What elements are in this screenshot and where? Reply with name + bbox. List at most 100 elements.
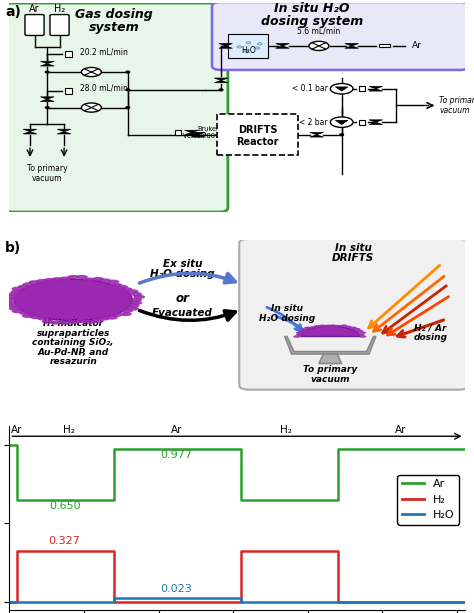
H₂ — [14, 598, 20, 606]
Circle shape — [340, 324, 347, 327]
Text: DRIFTS: DRIFTS — [238, 125, 277, 135]
Circle shape — [237, 46, 242, 48]
Text: dosing: dosing — [413, 333, 447, 343]
H₂O — [111, 598, 117, 606]
Text: Ar: Ar — [29, 4, 40, 15]
Polygon shape — [57, 132, 71, 134]
Polygon shape — [345, 46, 358, 48]
Ar — [111, 445, 117, 452]
Circle shape — [304, 327, 311, 329]
Circle shape — [255, 47, 260, 49]
Circle shape — [345, 326, 352, 328]
Circle shape — [67, 320, 79, 324]
Polygon shape — [336, 120, 348, 124]
Text: In situ: In situ — [335, 243, 372, 253]
Circle shape — [120, 287, 132, 291]
Text: 20.2 mL/min: 20.2 mL/min — [80, 48, 128, 56]
Circle shape — [44, 278, 55, 282]
Circle shape — [110, 313, 122, 317]
Text: H₂O: H₂O — [241, 46, 256, 55]
Polygon shape — [191, 132, 205, 135]
Circle shape — [22, 314, 34, 318]
Polygon shape — [185, 131, 198, 132]
Circle shape — [324, 324, 331, 327]
Text: or: or — [175, 292, 189, 305]
Circle shape — [8, 303, 19, 308]
Circle shape — [75, 319, 87, 323]
H₂ — [462, 598, 467, 606]
Text: To primary: To primary — [303, 365, 357, 375]
Circle shape — [319, 324, 326, 327]
Polygon shape — [40, 61, 54, 64]
Text: 0.023: 0.023 — [161, 584, 192, 594]
Circle shape — [19, 311, 31, 315]
Circle shape — [46, 71, 49, 73]
Circle shape — [257, 43, 262, 45]
Circle shape — [14, 280, 132, 321]
Circle shape — [108, 280, 119, 284]
Circle shape — [310, 326, 317, 329]
Circle shape — [116, 285, 128, 289]
H₂ — [335, 547, 340, 554]
Polygon shape — [23, 129, 37, 132]
H₂O — [7, 598, 12, 606]
Text: 0.327: 0.327 — [49, 536, 81, 546]
Circle shape — [330, 83, 353, 94]
Bar — [174, 130, 181, 135]
Circle shape — [91, 318, 103, 322]
Circle shape — [76, 275, 88, 279]
Polygon shape — [310, 135, 323, 137]
FancyBboxPatch shape — [239, 239, 469, 390]
Circle shape — [246, 42, 251, 44]
FancyBboxPatch shape — [25, 15, 44, 36]
H₂ — [14, 547, 20, 554]
Circle shape — [59, 276, 71, 281]
Circle shape — [354, 328, 361, 330]
Polygon shape — [219, 44, 232, 46]
Polygon shape — [369, 120, 383, 122]
Bar — [65, 51, 72, 57]
Text: vacuum: vacuum — [310, 375, 350, 384]
Polygon shape — [369, 122, 383, 124]
Text: supraparticles: supraparticles — [36, 329, 110, 338]
H₂O — [462, 598, 467, 606]
Circle shape — [84, 320, 96, 324]
Circle shape — [28, 280, 40, 284]
Text: In situ: In situ — [271, 304, 303, 313]
Circle shape — [133, 295, 145, 299]
Ar — [7, 441, 12, 449]
Polygon shape — [276, 44, 289, 46]
Polygon shape — [40, 64, 54, 66]
Text: H₂ / Ar: H₂ / Ar — [414, 323, 447, 332]
Circle shape — [301, 329, 309, 331]
Ar — [462, 445, 467, 452]
FancyBboxPatch shape — [3, 3, 228, 212]
Text: system: system — [89, 21, 139, 34]
Bar — [359, 120, 365, 124]
Circle shape — [37, 316, 49, 321]
Circle shape — [126, 107, 129, 109]
Circle shape — [50, 321, 62, 324]
Text: H₂: H₂ — [280, 425, 292, 435]
Circle shape — [83, 278, 95, 281]
H₂ — [335, 598, 340, 606]
Text: H₂O dosing: H₂O dosing — [150, 269, 215, 279]
Text: H₂O dosing: H₂O dosing — [259, 314, 315, 324]
Circle shape — [340, 134, 344, 135]
Bar — [359, 86, 365, 91]
H₂ — [111, 598, 117, 606]
Ar — [335, 497, 340, 504]
Polygon shape — [185, 132, 198, 135]
Circle shape — [4, 298, 16, 302]
Line: H₂: H₂ — [9, 550, 465, 602]
Ar — [238, 445, 244, 452]
Text: Ar: Ar — [171, 425, 182, 435]
Circle shape — [5, 295, 17, 299]
Text: H₂: H₂ — [63, 425, 75, 435]
Circle shape — [10, 290, 22, 294]
Circle shape — [110, 283, 122, 287]
Text: Ar: Ar — [11, 425, 23, 435]
Ar — [335, 445, 340, 452]
Polygon shape — [369, 89, 383, 91]
Polygon shape — [345, 44, 358, 46]
